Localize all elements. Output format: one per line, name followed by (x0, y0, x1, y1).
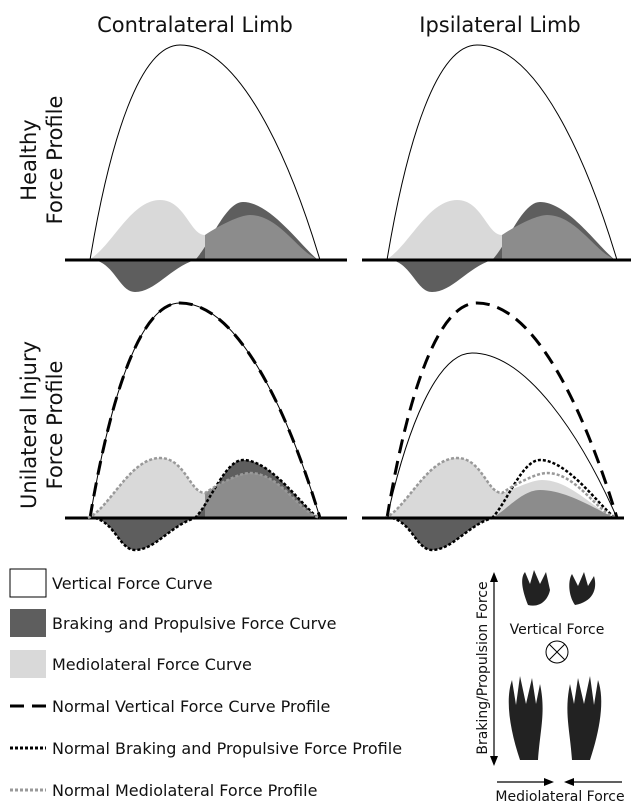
figure: Contralateral Limb Ipsilateral Limb Heal… (0, 0, 631, 806)
legend-label: Normal Braking and Propulsive Force Prof… (52, 739, 402, 758)
key-axis-label: Braking/Propulsion Force (475, 581, 491, 754)
column-title: Contralateral Limb (97, 13, 293, 37)
row-title: Unilateral Injury Force Profile (17, 341, 67, 509)
healthy-ipsilateral (362, 45, 631, 292)
healthy-contralateral (65, 45, 347, 292)
key-mediolateral-label: Mediolateral Force (495, 789, 624, 805)
legend-label: Normal Mediolateral Force Profile (52, 781, 317, 800)
injury-ipsilateral (362, 303, 624, 550)
legend-swatch (10, 609, 46, 637)
row-title-line: Force Profile (43, 361, 67, 490)
row-title: Healthy Force Profile (17, 96, 67, 225)
column-title: Ipsilateral Limb (419, 13, 581, 37)
row-title-line: Unilateral Injury (17, 341, 41, 509)
row-title-line: Healthy (17, 119, 41, 200)
legend-label: Mediolateral Force Curve (52, 655, 252, 674)
legend-label: Normal Vertical Force Curve Profile (52, 697, 330, 716)
legend: Vertical Force Curve Braking and Propuls… (10, 569, 402, 800)
legend-label: Braking and Propulsive Force Curve (52, 614, 337, 633)
legend-swatch (10, 650, 46, 678)
key-vertical-label: Vertical Force (510, 622, 605, 638)
legend-label: Vertical Force Curve (52, 574, 213, 593)
legend-swatch (10, 569, 46, 597)
key: Braking/Propulsion Force Vertical Force … (475, 570, 625, 805)
row-title-line: Force Profile (43, 96, 67, 225)
injury-contralateral (65, 303, 347, 550)
